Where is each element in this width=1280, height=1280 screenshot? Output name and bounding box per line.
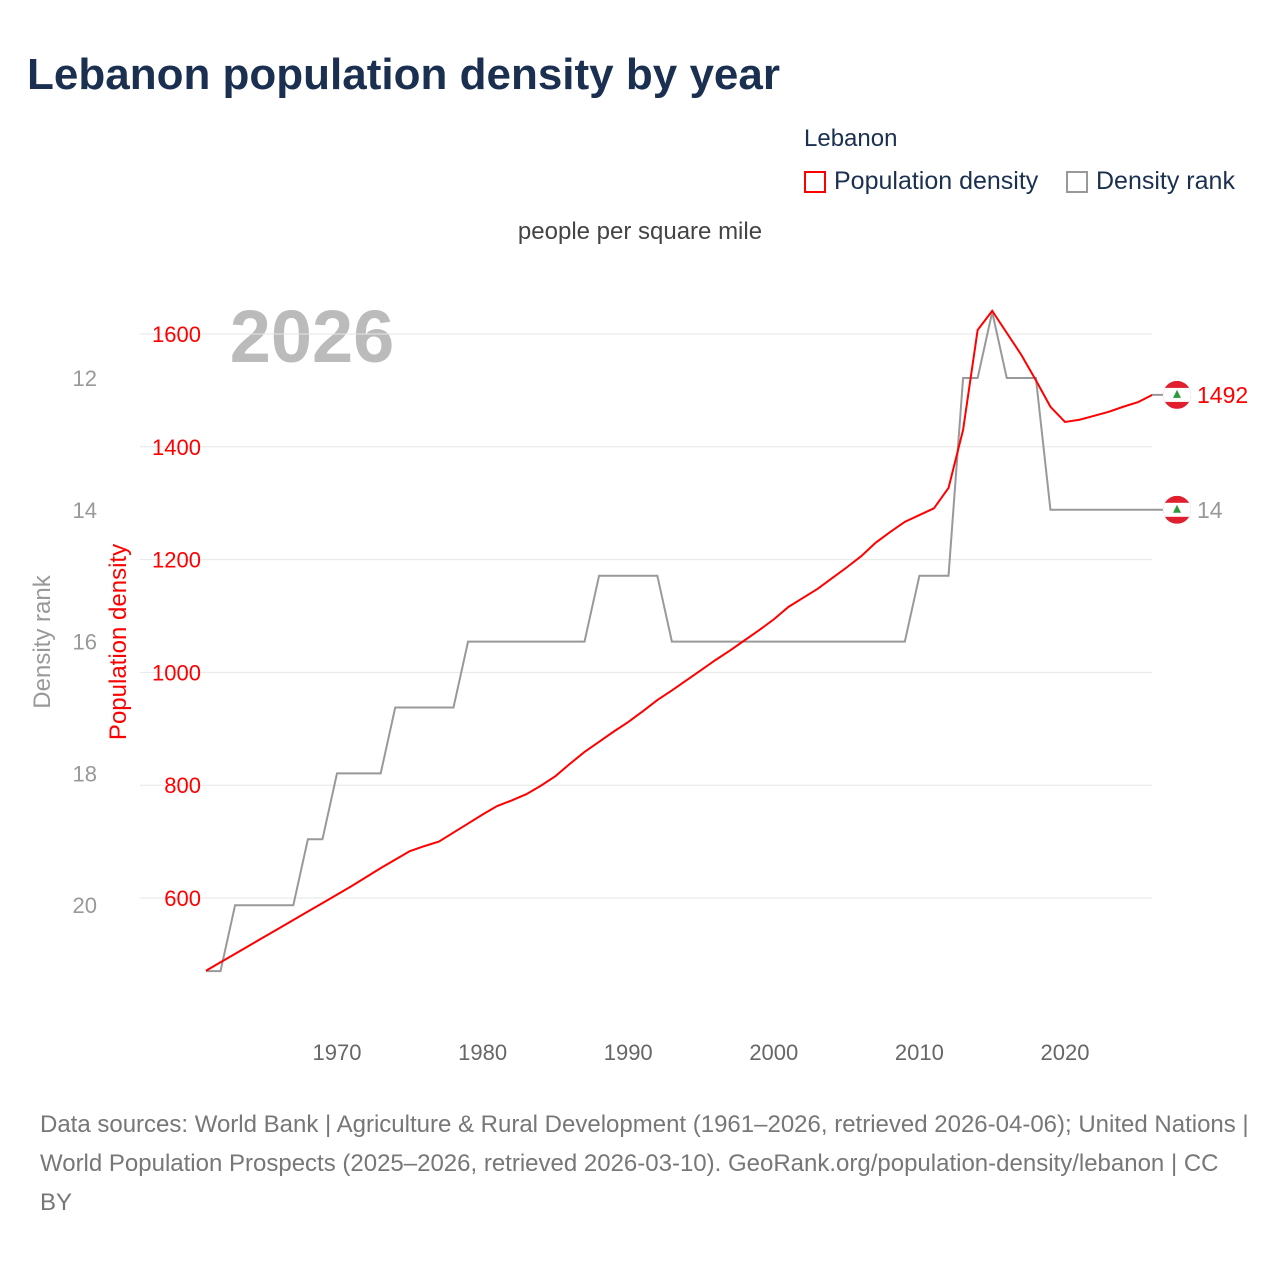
population-density-line xyxy=(205,309,1153,972)
x-tick-label: 1990 xyxy=(604,1040,653,1065)
year-watermark: 2026 xyxy=(230,295,395,378)
x-tick-label: 2020 xyxy=(1041,1040,1090,1065)
legend-swatch-red xyxy=(804,170,826,193)
unit-label: people per square mile xyxy=(517,218,763,245)
outer-axis-label: Density rank xyxy=(29,574,56,708)
end-label-density: 1492 xyxy=(1197,382,1248,408)
cedar-icon xyxy=(1173,389,1181,398)
left-tick-label: 800 xyxy=(164,773,201,798)
x-tick-label: 2000 xyxy=(749,1040,798,1065)
legend-swatch-gray xyxy=(1066,170,1088,193)
left-tick-label: 600 xyxy=(164,886,201,911)
end-marker-rank xyxy=(1152,495,1191,524)
outer-tick-label: 14 xyxy=(73,498,97,523)
outer-tick-label: 20 xyxy=(73,893,97,918)
source-note: Data sources: World Bank | Agriculture &… xyxy=(40,1111,1249,1216)
left-tick-label: 1200 xyxy=(152,548,201,573)
end-label-rank: 14 xyxy=(1197,497,1223,523)
chart-title: Lebanon population density by year xyxy=(27,50,780,99)
end-marker-density xyxy=(1152,380,1191,409)
outer-tick-label: 18 xyxy=(73,761,97,786)
density-rank-line xyxy=(205,311,1153,973)
legend-title: Lebanon xyxy=(804,125,898,152)
x-tick-label: 1980 xyxy=(458,1040,507,1065)
lebanon-flag-icon xyxy=(1163,380,1191,409)
legend-item-density-rank[interactable]: Density rank xyxy=(1066,167,1235,196)
legend-label: Population density xyxy=(834,167,1039,195)
left-tick-label: 1400 xyxy=(152,435,201,460)
legend-label: Density rank xyxy=(1096,167,1235,195)
left-tick-label: 1000 xyxy=(152,660,201,685)
x-tick-label: 2010 xyxy=(895,1040,944,1065)
left-axis-label: Population density xyxy=(105,544,132,740)
lebanon-flag-icon xyxy=(1163,495,1191,524)
left-tick-label: 1600 xyxy=(152,322,201,347)
outer-tick-label: 12 xyxy=(73,366,97,391)
x-tick-label: 1970 xyxy=(313,1040,362,1065)
outer-tick-label: 16 xyxy=(73,630,97,655)
cedar-icon xyxy=(1173,504,1181,513)
legend-item-population-density[interactable]: Population density xyxy=(804,167,1038,196)
